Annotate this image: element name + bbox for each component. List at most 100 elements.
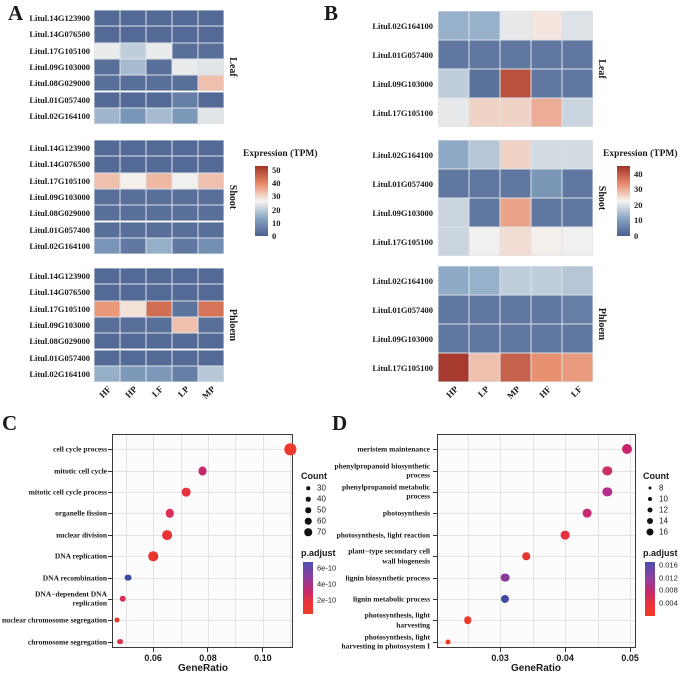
x-axis-label-c: GeneRatio: [177, 663, 228, 674]
count-legend-label: 14: [659, 516, 668, 526]
count-legend-title-d: Count: [643, 471, 669, 481]
go-term-label: organelle fission: [55, 508, 107, 518]
gridline: [125, 435, 127, 647]
gene-label: Litul.02G164100: [29, 240, 90, 251]
heatmap-cell: [146, 75, 172, 92]
heatmap-cell: [146, 349, 172, 366]
gridline: [290, 435, 292, 647]
heatmap-cell: [438, 266, 469, 295]
count-legend-dot: [305, 496, 311, 502]
axis-tick: [433, 492, 437, 494]
count-legend-dot: [304, 517, 312, 525]
gene-label: Litul.17G105100: [372, 362, 433, 373]
heatmap-cell: [438, 227, 469, 256]
gridline: [113, 577, 292, 579]
heatmap-cell: [198, 284, 224, 301]
legend-tick-label: 10: [272, 217, 281, 228]
go-term-label: photosynthesis: [382, 508, 430, 518]
gene-label: Litul.02G164100: [29, 110, 90, 121]
heatmap-cell: [198, 58, 224, 76]
gene-label: Litul.08G029000: [29, 208, 90, 219]
heatmap-cell: [120, 349, 146, 366]
count-legend-label: 60: [317, 516, 326, 526]
legend-tick-label: 10: [634, 215, 643, 226]
heatmap-cell: [531, 353, 562, 382]
gene-label: Litul.02G164100: [372, 275, 433, 286]
x-tick-label: 0.05: [621, 653, 639, 663]
gene-label: Litul.02G164100: [372, 20, 433, 31]
count-legend-dot: [306, 486, 310, 490]
axis-tick: [262, 648, 264, 652]
count-legend-dot: [304, 528, 312, 536]
heatmap-cell: [438, 40, 469, 69]
go-term-label: lignin biosynthetic process: [345, 572, 430, 582]
heatmap-cell: [500, 98, 531, 127]
gridline: [438, 641, 635, 643]
gene-label: Litul.14G076500: [29, 159, 90, 170]
heatmap-cell: [198, 26, 224, 43]
gridline: [438, 556, 635, 558]
gridline: [438, 534, 635, 536]
heatmap-cell: [94, 42, 120, 59]
gridline: [113, 620, 292, 622]
gene-label: Litul.01G057400: [29, 94, 90, 105]
heatmap-cell: [120, 42, 146, 59]
heatmap-cell: [120, 156, 146, 173]
go-term-label: DNA recombination: [42, 572, 107, 582]
column-label: LP: [175, 384, 192, 400]
heatmap-cell: [94, 316, 120, 334]
gene-label: Litul.17G105100: [29, 45, 90, 56]
count-legend-dot: [647, 518, 653, 524]
go-term-label: phenylpropanoid biosynthetic process: [334, 461, 430, 480]
padjust-legend-label: 0.008: [659, 585, 678, 595]
heatmap-cell: [562, 69, 593, 98]
heatmap-cell: [469, 295, 500, 324]
gene-label: Litul.17G105100: [372, 236, 433, 247]
go-term-dot: [148, 551, 158, 561]
heatmap-cell: [198, 75, 224, 92]
heatmap-cell: [172, 333, 198, 350]
heatmap-cell: [94, 221, 120, 238]
gridline: [438, 449, 635, 451]
heatmap-cell: [172, 26, 198, 43]
axis-tick: [499, 648, 501, 652]
heatmap-cell: [172, 140, 198, 157]
column-label: LF: [149, 384, 166, 400]
heatmap-cell: [94, 75, 120, 92]
heatmap-cell: [146, 284, 172, 301]
axis-tick: [433, 620, 437, 622]
legend-gradient-bar: [617, 166, 630, 236]
axis-tick: [108, 556, 112, 558]
go-term-label: nuclear chromosome segregation: [2, 615, 107, 625]
gene-label: Litul.01G057400: [372, 178, 433, 189]
gene-label: Litul.09G103000: [372, 207, 433, 218]
count-legend-label: 40: [317, 494, 326, 504]
gridline: [438, 513, 635, 515]
heatmap-cell: [172, 237, 198, 255]
heatmap-cell: [469, 69, 500, 98]
heatmap-cell: [198, 205, 224, 222]
expression-legend-title-b: Expression (TPM): [603, 149, 678, 159]
heatmap-cell: [438, 198, 469, 227]
heatmap-cell: [146, 107, 172, 125]
heatmap-cell: [172, 349, 198, 366]
heatmap-cell: [120, 91, 146, 108]
heatmap-cell: [198, 156, 224, 173]
heatmap-cell: [94, 140, 120, 157]
heatmap-cell: [562, 295, 593, 324]
x-axis-label-d: GeneRatio: [510, 663, 561, 674]
heatmap-cell: [531, 40, 562, 69]
column-label: HP: [123, 384, 140, 400]
go-term-dot: [602, 487, 613, 497]
block-label: Phloem: [227, 308, 238, 342]
heatmap-cell: [120, 365, 146, 383]
heatmap-cell: [146, 333, 172, 350]
go-term-dot: [621, 444, 632, 455]
axis-tick: [108, 577, 112, 579]
heatmap-cell: [198, 107, 224, 125]
go-term-label: nuclear division: [56, 530, 107, 540]
padjust-legend-label: 0.004: [659, 598, 678, 607]
heatmap-cell: [172, 316, 198, 334]
heatmap-cell: [531, 227, 562, 256]
axis-tick: [629, 648, 631, 652]
